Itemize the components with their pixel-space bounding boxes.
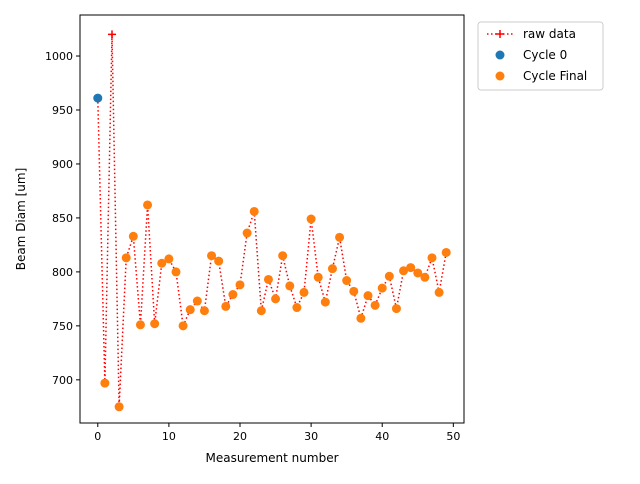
- cycle-final-point: [434, 287, 444, 297]
- cycle-final-point: [342, 276, 352, 286]
- cycle-final-point: [185, 305, 195, 315]
- cycle-final-point: [377, 283, 387, 293]
- raw-data-series: [93, 30, 451, 411]
- legend: raw data Cycle 0 Cycle Final: [477, 21, 604, 91]
- cycle-final-point: [214, 256, 224, 266]
- cycle-final-point: [278, 251, 288, 261]
- y-tick-label: 750: [52, 320, 73, 333]
- cycle-final-point: [420, 272, 430, 282]
- cycle-final-point: [150, 319, 160, 329]
- cycle-final-point: [207, 251, 217, 261]
- cycle-final-point: [399, 266, 409, 276]
- legend-cycle-0-marker: [495, 50, 505, 60]
- cycle-final-point: [356, 313, 366, 323]
- cycle-final-point: [413, 268, 423, 278]
- cycle-final-point: [327, 264, 337, 274]
- cycle-final-point: [135, 320, 145, 330]
- y-tick-label: 900: [52, 158, 73, 171]
- cycle-final-point: [143, 200, 153, 210]
- cycle-final-point: [128, 231, 138, 241]
- y-tick-label: 850: [52, 212, 73, 225]
- cycle-final-point: [384, 271, 394, 281]
- cycle-final-point: [164, 254, 174, 264]
- cycle-final-point: [406, 263, 416, 273]
- cycle-final-point: [178, 321, 188, 331]
- cycle-final-point: [171, 267, 181, 277]
- cycle-final-point: [249, 206, 259, 216]
- cycle-final-point: [263, 274, 273, 284]
- cycle-final-point: [199, 306, 209, 316]
- cycle-final-point: [349, 286, 359, 296]
- cycle-final-point: [121, 253, 131, 263]
- y-tick-label: 950: [52, 104, 73, 117]
- cycle-final-point: [320, 297, 330, 307]
- plot-frame: [79, 14, 465, 424]
- cycle-final-point: [221, 301, 231, 311]
- cycle-final-point: [228, 290, 238, 300]
- cycle-final-point: [271, 294, 281, 304]
- cycle-final-point: [391, 304, 401, 314]
- cycle-final-point: [157, 258, 167, 268]
- y-tick-label: 700: [52, 374, 73, 387]
- cycle-final-point: [292, 303, 302, 313]
- cycle-final-point: [313, 272, 323, 282]
- cycle-final-point: [441, 247, 451, 257]
- legend-raw-data-marker: [496, 30, 504, 38]
- cycle-final-series: [100, 200, 451, 412]
- x-tick-label: 50: [446, 430, 460, 443]
- x-tick-label: 20: [233, 430, 247, 443]
- legend-cycle-final-label: Cycle Final: [523, 69, 587, 83]
- x-tick-label: 40: [375, 430, 389, 443]
- cycle-final-point: [363, 291, 373, 301]
- x-tick-label: 10: [162, 430, 176, 443]
- legend-entry-cycle-0: Cycle 0: [495, 48, 567, 62]
- y-tick-label: 1000: [45, 50, 73, 63]
- cycle-final-point: [306, 214, 316, 224]
- cycle-final-point: [370, 300, 380, 310]
- cycle-final-point: [299, 287, 309, 297]
- y-axis-ticks: 700 750 800 850 900 950 1000: [45, 50, 80, 387]
- cycle-final-point: [242, 228, 252, 238]
- cycle-0-series: [93, 93, 103, 103]
- x-axis-ticks: 0 10 20 30 40 50: [94, 423, 460, 443]
- cycle-final-point: [335, 232, 345, 242]
- cycle-final-point: [235, 280, 245, 290]
- x-axis-label: Measurement number: [205, 451, 338, 465]
- raw-data-line: [97, 34, 447, 407]
- cycle-final-point: [256, 306, 266, 316]
- y-tick-label: 800: [52, 266, 73, 279]
- cycle-final-point: [427, 253, 437, 263]
- legend-raw-data-label: raw data: [523, 27, 576, 41]
- raw-data-marker: [108, 30, 116, 39]
- cycle-final-point: [100, 378, 110, 388]
- cycle-final-point: [192, 296, 202, 306]
- x-tick-label: 30: [304, 430, 318, 443]
- y-axis-label: Beam Diam [um]: [14, 168, 28, 271]
- legend-cycle-0-label: Cycle 0: [523, 48, 567, 62]
- legend-cycle-final-marker: [495, 71, 505, 81]
- cycle-final-point: [114, 402, 124, 412]
- cycle-0-point: [93, 93, 103, 103]
- legend-entry-cycle-final: Cycle Final: [495, 69, 587, 83]
- cycle-final-point: [285, 281, 295, 291]
- legend-frame: [477, 21, 604, 91]
- legend-entry-raw-data: raw data: [487, 27, 576, 41]
- x-tick-label: 0: [94, 430, 101, 443]
